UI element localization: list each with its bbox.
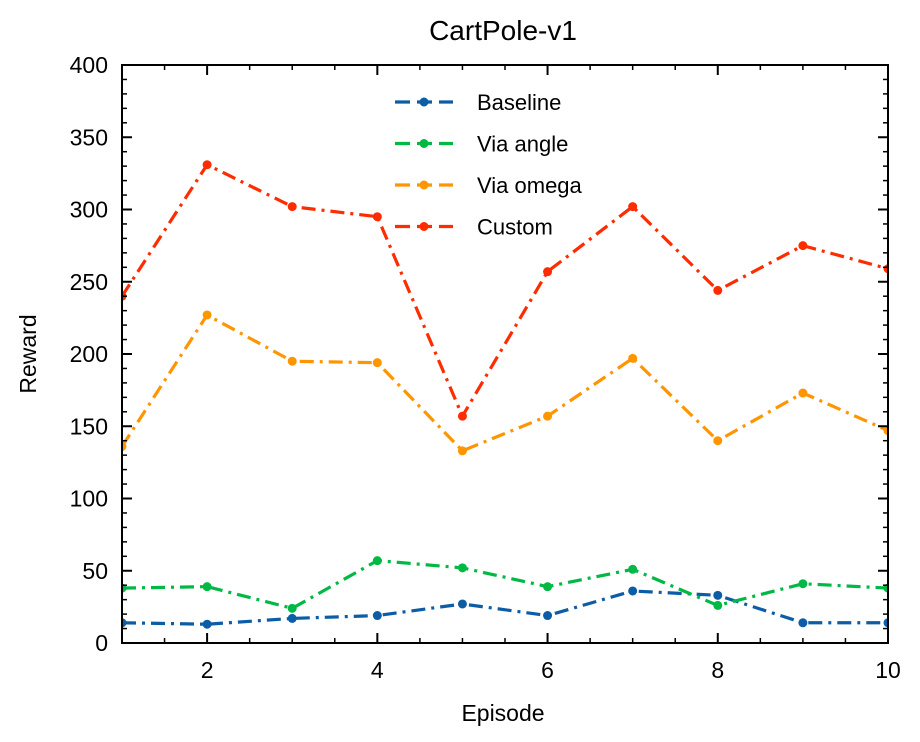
data-point xyxy=(372,611,382,621)
data-point xyxy=(883,618,888,628)
series-group xyxy=(122,160,888,629)
data-point xyxy=(202,619,212,629)
legend-item: Via angle xyxy=(395,132,568,157)
data-point xyxy=(713,590,723,600)
data-point xyxy=(457,411,467,421)
data-point xyxy=(883,264,888,274)
data-point xyxy=(457,446,467,456)
chart-title: CartPole-v1 xyxy=(429,15,577,46)
y-tick-label: 300 xyxy=(70,197,108,223)
x-tick-label: 2 xyxy=(201,657,214,683)
data-point xyxy=(798,241,808,251)
data-point xyxy=(883,426,888,436)
data-point xyxy=(543,411,553,421)
legend-item: Baseline xyxy=(395,90,561,115)
data-point xyxy=(202,160,212,170)
y-tick-label: 150 xyxy=(70,413,108,439)
plot-area: 0 50 100 150 200 250 300 350 400 2 4 6 8 10 xyxy=(70,52,901,683)
plot-frame xyxy=(121,64,889,644)
y-tick-label: 0 xyxy=(95,630,108,656)
series-line-custom xyxy=(122,163,888,418)
x-axis-label: Episode xyxy=(461,700,544,726)
series-line-via-omega xyxy=(122,313,888,453)
legend-marker xyxy=(419,139,429,148)
y-axis-label: Reward xyxy=(15,314,41,393)
data-point xyxy=(543,267,553,277)
data-point xyxy=(372,556,382,566)
data-point xyxy=(122,618,127,628)
legend-item: Via omega xyxy=(395,173,583,198)
y-tick-label: 100 xyxy=(70,486,108,512)
data-point xyxy=(798,579,808,589)
legend: Baseline Via angle Via omega Custom xyxy=(395,90,583,240)
data-point xyxy=(287,613,297,623)
series-line-via-angle xyxy=(122,559,888,610)
data-point xyxy=(798,388,808,398)
legend-label: Baseline xyxy=(477,90,561,115)
y-tick-label: 350 xyxy=(70,124,108,150)
legend-marker xyxy=(419,180,429,190)
y-tick-label: 250 xyxy=(70,269,108,295)
legend-marker xyxy=(419,97,429,107)
y-tick-label: 50 xyxy=(82,558,108,584)
data-point xyxy=(372,212,382,222)
data-point xyxy=(543,582,553,592)
data-point xyxy=(202,582,212,592)
data-point xyxy=(713,600,723,610)
data-point xyxy=(628,202,638,212)
data-point xyxy=(713,436,723,446)
series-line-baseline xyxy=(122,589,888,626)
data-point xyxy=(628,353,638,363)
data-point xyxy=(202,310,212,320)
legend-item: Custom xyxy=(395,215,553,240)
x-tick-label: 6 xyxy=(541,657,554,683)
x-tick-label: 10 xyxy=(875,657,901,683)
data-point xyxy=(543,611,553,621)
data-point xyxy=(628,586,638,596)
data-point xyxy=(457,563,467,573)
x-tick-label: 8 xyxy=(711,657,724,683)
data-point xyxy=(798,618,808,628)
data-point xyxy=(122,441,127,451)
legend-label: Via omega xyxy=(477,173,583,198)
y-tick-label: 200 xyxy=(70,341,108,367)
data-point xyxy=(287,603,297,613)
legend-label: Via angle xyxy=(477,132,568,157)
data-point xyxy=(287,202,297,212)
data-point xyxy=(713,285,723,295)
x-tick-label: 4 xyxy=(371,657,384,683)
y-tick-label: 400 xyxy=(70,52,108,78)
data-point xyxy=(457,599,467,609)
legend-marker xyxy=(419,222,429,231)
legend-label: Custom xyxy=(477,215,553,240)
data-point xyxy=(287,356,297,366)
data-point xyxy=(372,358,382,368)
data-point xyxy=(628,564,638,574)
